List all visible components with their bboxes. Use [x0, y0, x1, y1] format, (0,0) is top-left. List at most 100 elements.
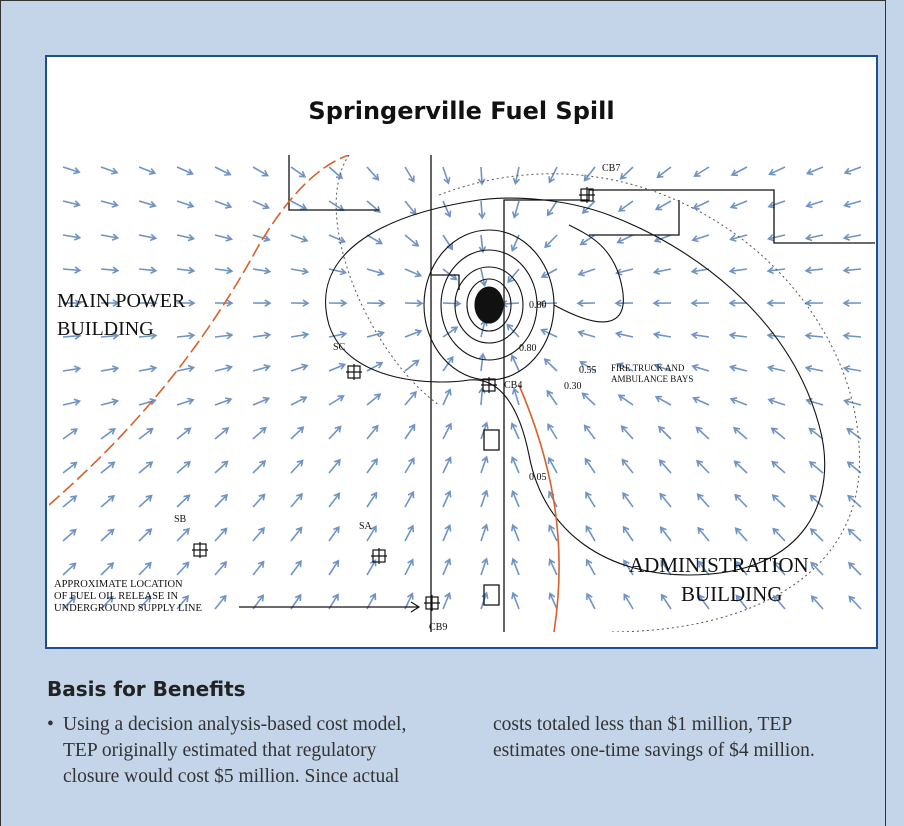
flow-arrow: [545, 359, 557, 371]
flow-arrow: [810, 462, 823, 473]
flow-arrow: [443, 492, 451, 508]
flow-arrow: [806, 267, 823, 273]
flow-arrow: [101, 530, 114, 542]
flow-arrow: [63, 366, 80, 372]
flow-arrow: [654, 268, 671, 274]
flow-arrow: [177, 462, 190, 473]
flow-arrow: [253, 167, 268, 176]
flow-arrow: [844, 333, 861, 339]
flow-arrow: [616, 300, 633, 306]
flow-arrow: [291, 235, 307, 242]
flow-arrow: [215, 428, 228, 439]
flow-arrow: [549, 560, 557, 575]
flow-arrow: [849, 529, 861, 541]
flow-arrow: [253, 398, 269, 406]
flow-arrow: [405, 526, 413, 541]
flow-arrow: [367, 493, 376, 507]
figure-title: Springerville Fuel Spill: [47, 97, 876, 125]
flow-arrow: [101, 399, 118, 405]
flow-arrow: [443, 201, 451, 217]
flow-arrow: [63, 530, 76, 541]
map-label: ADMINISTRATION: [629, 553, 809, 577]
flow-arrow: [367, 426, 378, 439]
outline: [589, 200, 679, 235]
flow-arrow: [730, 333, 747, 339]
flow-arrow: [329, 364, 345, 371]
flow-arrow: [659, 427, 671, 439]
flow-arrow: [514, 167, 520, 184]
flow-arrow: [512, 593, 519, 609]
flow-arrow: [697, 428, 710, 440]
flow-arrow: [329, 494, 339, 508]
flow-arrow: [139, 563, 151, 575]
flow-arrow: [479, 354, 485, 371]
flow-arrow: [101, 366, 118, 372]
flow-arrow: [549, 526, 557, 541]
flow-arrow: [405, 459, 414, 474]
flow-arrow: [587, 560, 595, 575]
flow-arrow: [845, 167, 861, 174]
flow-arrow: [768, 365, 785, 371]
flow-arrow: [844, 234, 861, 240]
flow-arrow: [849, 563, 861, 575]
well-label: CB4: [504, 380, 522, 391]
flow-arrow: [481, 269, 487, 286]
flow-arrow: [253, 495, 265, 508]
flow-arrow: [405, 167, 414, 182]
flow-arrow: [139, 529, 151, 541]
flow-arrow: [481, 491, 488, 507]
flow-arrow: [101, 234, 118, 240]
contour-label: 0.80: [529, 300, 547, 311]
flow-arrow: [291, 167, 305, 177]
flow-arrow: [772, 462, 785, 473]
contour-label: 0.80: [519, 343, 537, 354]
flow-arrow: [655, 235, 671, 242]
flow-arrow: [329, 427, 341, 439]
flow-arrow: [291, 268, 308, 274]
flow-arrow: [619, 395, 633, 405]
flow-arrow: [660, 494, 671, 507]
flow-arrow: [585, 167, 595, 181]
flow-arrow: [177, 563, 189, 576]
flow-arrow: [367, 300, 384, 306]
flow-arrow: [579, 331, 595, 337]
flow-arrow: [63, 399, 80, 405]
flow-arrow: [443, 300, 460, 306]
flow-arrow: [730, 268, 747, 274]
flow-arrow: [63, 201, 80, 207]
flow-arrow: [63, 563, 75, 575]
flow-arrow: [844, 267, 861, 273]
flow-arrow: [624, 594, 633, 609]
flow-arrow: [811, 529, 823, 541]
flow-arrow: [367, 331, 383, 337]
flow-arrow: [367, 459, 377, 473]
flow-arrow: [101, 167, 117, 174]
flow-arrow: [849, 597, 861, 609]
flow-arrow: [654, 332, 671, 338]
flow-arrow: [578, 300, 595, 306]
flow-arrow: [253, 428, 266, 439]
flow-arrow: [63, 496, 76, 507]
plume-map: MAIN POWER BUILDING ADMINISTRATION BUILD…: [49, 155, 875, 632]
map-label: OF FUEL OIL RELEASE IN: [54, 591, 178, 602]
flow-arrow: [695, 167, 709, 176]
contour-label: 0.55: [579, 365, 597, 376]
flow-arrow: [329, 561, 338, 575]
flow-arrow: [215, 562, 226, 575]
flow-arrow: [253, 235, 269, 241]
page: Springerville Fuel Spill: [0, 0, 904, 826]
flow-arrow: [177, 428, 190, 439]
flow-arrow: [660, 460, 671, 473]
flow-arrow: [443, 559, 451, 575]
flow-arrow: [513, 389, 519, 405]
flow-arrow: [139, 462, 152, 473]
flow-arrow: [619, 201, 633, 211]
flow-arrow: [772, 428, 785, 439]
flow-arrow: [694, 201, 709, 209]
well-label: CB9: [429, 622, 447, 632]
flow-arrow: [253, 300, 270, 306]
flow-arrow: [139, 399, 155, 405]
flow-arrow: [177, 333, 194, 339]
map-label: APPROXIMATE LOCATION: [54, 579, 183, 590]
flow-arrow: [623, 460, 634, 473]
